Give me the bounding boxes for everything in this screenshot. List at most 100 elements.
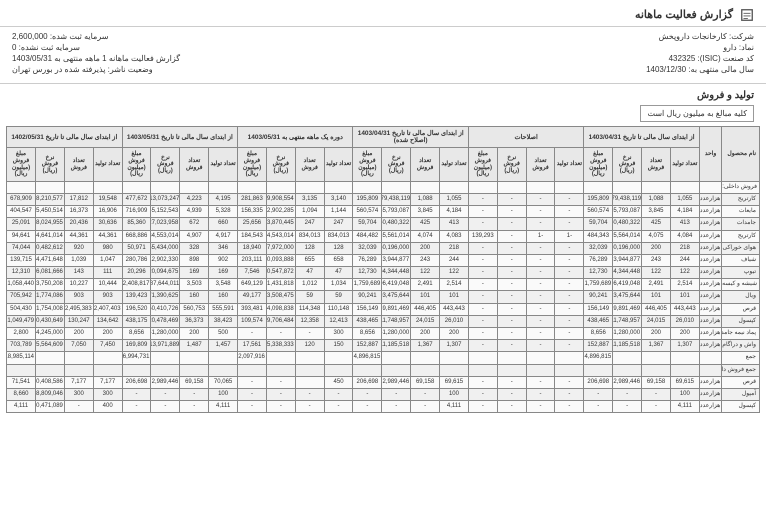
cell-value: 184,553,014 bbox=[151, 230, 180, 242]
cell-value: 2,989,446 bbox=[382, 376, 411, 388]
cell-value: 110,148 bbox=[324, 303, 353, 315]
meta-right-1: نماد: دارو bbox=[723, 43, 754, 52]
cell-value: - bbox=[555, 267, 584, 279]
cell-value: 312,902,330 bbox=[151, 254, 180, 266]
cell-value: 344,098,838 bbox=[266, 303, 295, 315]
cell-value bbox=[468, 352, 497, 364]
cell-product-name: کپسول bbox=[722, 315, 760, 327]
cell-value: 113,073,247 bbox=[151, 193, 180, 205]
table-row: جمع4,896,8154,896,8152,097,9166,994,7314… bbox=[7, 352, 760, 364]
cell-value: - bbox=[64, 401, 93, 413]
cell-value: 41,280,000 bbox=[151, 328, 180, 340]
cell-value: - bbox=[353, 401, 382, 413]
cell-value: 2,097,916 bbox=[238, 352, 267, 364]
cell-value: - bbox=[324, 401, 353, 413]
cell-value: - bbox=[497, 315, 526, 327]
cell-value: - bbox=[266, 328, 295, 340]
cell-value: 833,508,475 bbox=[266, 291, 295, 303]
cell-value: 156,149 bbox=[353, 303, 382, 315]
cell-value: 160,547,872 bbox=[266, 267, 295, 279]
cell-product-name: جمع bbox=[722, 352, 760, 364]
cell-product-name: شیشه و کیسه bbox=[722, 279, 760, 291]
meta-right-0: شرکت: کارخانجات داروپخش bbox=[659, 32, 754, 41]
cell-value: - bbox=[526, 376, 555, 388]
col-sub-0-1: تعداد فروش bbox=[642, 148, 671, 181]
cell-value: 2,989,446 bbox=[613, 376, 642, 388]
cell-value bbox=[497, 364, 526, 376]
cell-value bbox=[209, 364, 238, 376]
cell-unit: هزارعدد bbox=[699, 303, 722, 315]
cell-value: 655 bbox=[295, 254, 324, 266]
cell-value: 90,241 bbox=[584, 291, 613, 303]
cell-unit: هزارعدد bbox=[699, 218, 722, 230]
cell-value: 122 bbox=[411, 267, 440, 279]
cell-value: 71,541 bbox=[7, 376, 36, 388]
cell-value: 41,280,000 bbox=[382, 328, 411, 340]
cell-value: 130,247 bbox=[64, 315, 93, 327]
section-title: تولید و فروش bbox=[0, 84, 766, 103]
cell-value: - bbox=[238, 401, 267, 413]
cell-value: 4,939 bbox=[180, 206, 209, 218]
cell-value: 101 bbox=[642, 291, 671, 303]
cell-value: 425 bbox=[411, 218, 440, 230]
cell-value: 206,698 bbox=[584, 376, 613, 388]
cell-value: 4,084 bbox=[670, 230, 699, 242]
table-row: قرصهزارعدد69,61569,1582,989,446206,698--… bbox=[7, 376, 760, 388]
cell-value bbox=[93, 364, 122, 376]
cell-product-name: واش و دراگام کرم bbox=[722, 340, 760, 352]
cell-value bbox=[36, 364, 65, 376]
cell-value: 200 bbox=[180, 328, 209, 340]
cell-value: 1,487 bbox=[180, 340, 209, 352]
cell-value: 2,491 bbox=[411, 279, 440, 291]
cell-unit: هزارعدد bbox=[699, 242, 722, 254]
cell-value: 10,444 bbox=[93, 279, 122, 291]
cell-value: - bbox=[497, 218, 526, 230]
table-row: شیشه و کیسههزارعدد2,5142,491706,419,0481… bbox=[7, 279, 760, 291]
cell-value: 147,972,000 bbox=[266, 242, 295, 254]
cell-value: - bbox=[468, 340, 497, 352]
cell-value: 203,111 bbox=[238, 254, 267, 266]
col-sub-0-0: تعداد تولید bbox=[670, 148, 699, 181]
cell-value: 1,088 bbox=[411, 193, 440, 205]
cell-value: 555,591 bbox=[209, 303, 238, 315]
cell-value: - bbox=[555, 303, 584, 315]
cell-product-name: پماد نیمه جامد bbox=[722, 328, 760, 340]
cell-value: 200 bbox=[642, 242, 671, 254]
cell-value: 658 bbox=[324, 254, 353, 266]
cell-value: - bbox=[180, 401, 209, 413]
cell-unit: هزارعدد bbox=[699, 328, 722, 340]
cell-value: 155,434,000 bbox=[151, 242, 180, 254]
cell-value: 8,656 bbox=[353, 328, 382, 340]
cell-value: 48,809,046 bbox=[36, 388, 65, 400]
cell-value bbox=[266, 352, 295, 364]
cell-value: 44,361 bbox=[93, 230, 122, 242]
cell-value: 200 bbox=[93, 328, 122, 340]
cell-value: 660 bbox=[209, 218, 238, 230]
cell-value: 446,405 bbox=[411, 303, 440, 315]
cell-value: - bbox=[555, 388, 584, 400]
cell-value: - bbox=[468, 267, 497, 279]
cell-value: 781,774,086 bbox=[36, 291, 65, 303]
col-sub-1-0: تعداد تولید bbox=[555, 148, 584, 181]
cell-value: - bbox=[526, 267, 555, 279]
cell-value: - bbox=[555, 315, 584, 327]
cell-value: 36,373 bbox=[180, 315, 209, 327]
table-row: جمع فروش داخلی bbox=[7, 364, 760, 376]
cell-value: 834,013 bbox=[324, 230, 353, 242]
cell-value: 7,050 bbox=[64, 340, 93, 352]
cell-value: - bbox=[295, 401, 324, 413]
table-row: تیوپهزارعدد122122104,344,44812,730----12… bbox=[7, 267, 760, 279]
cell-value: 443,443 bbox=[440, 303, 469, 315]
cell-value bbox=[613, 181, 642, 193]
cell-value: 47 bbox=[295, 267, 324, 279]
cell-value: 32,039 bbox=[353, 242, 382, 254]
cell-value: 120,094,675 bbox=[151, 267, 180, 279]
cell-value: - bbox=[266, 401, 295, 413]
cell-value: - bbox=[468, 376, 497, 388]
cell-value: 143 bbox=[64, 267, 93, 279]
cell-value: 300 bbox=[93, 388, 122, 400]
cell-value: 89,908,554 bbox=[266, 193, 295, 205]
cell-value: - bbox=[526, 328, 555, 340]
cell-value: - bbox=[497, 340, 526, 352]
cell-value: 145,793,087 bbox=[613, 206, 642, 218]
